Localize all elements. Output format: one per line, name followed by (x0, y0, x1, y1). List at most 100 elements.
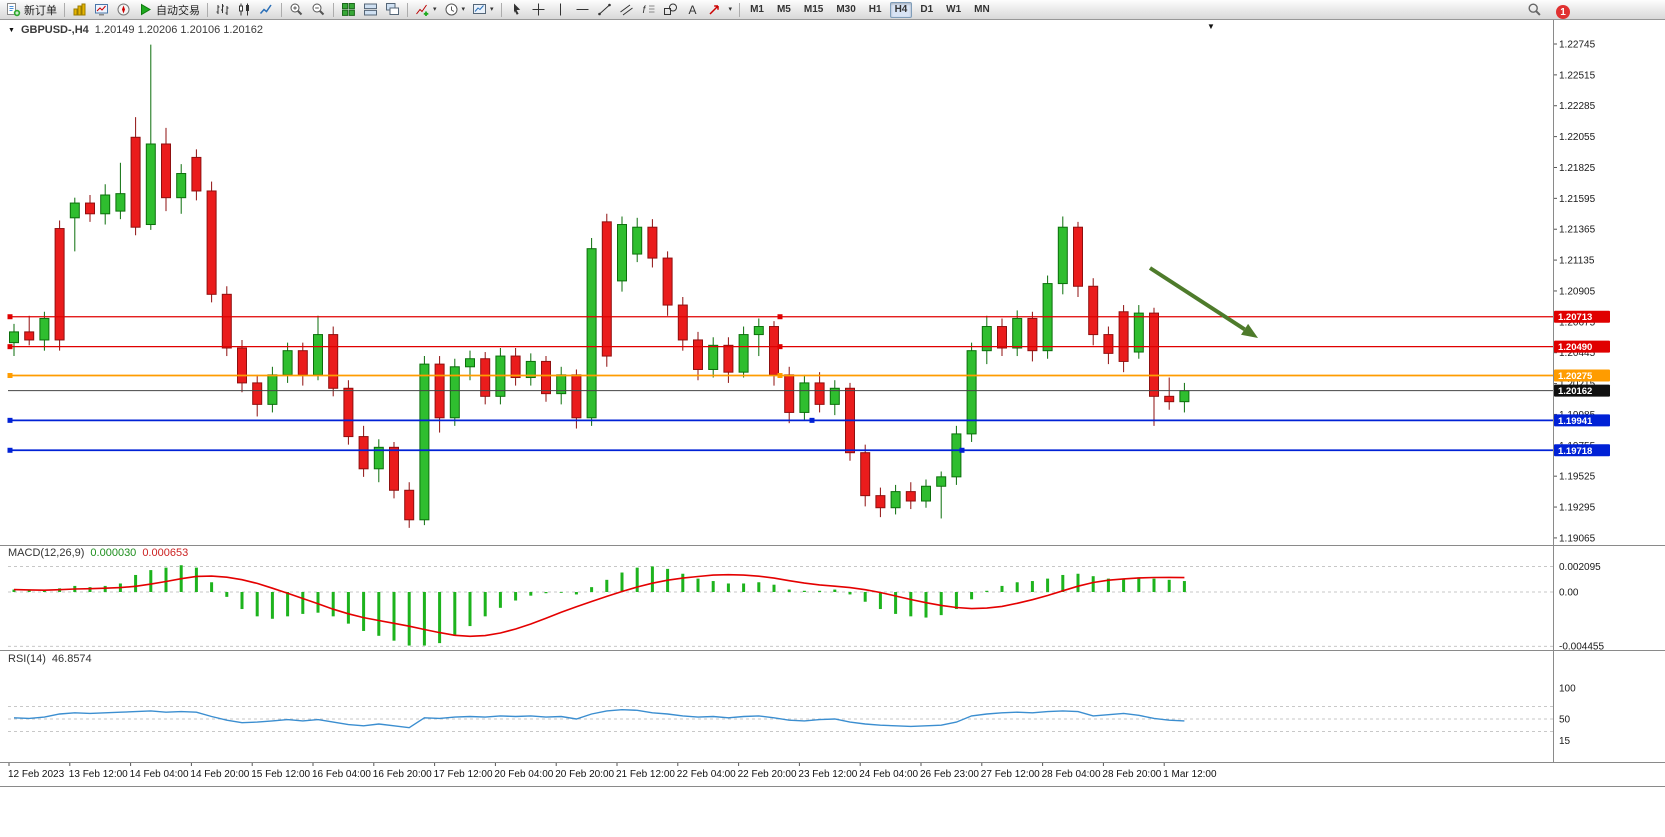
svg-text:12 Feb 2023: 12 Feb 2023 (8, 769, 65, 780)
toolbar-separator (407, 2, 408, 17)
symbol-period: GBPUSD-,H4 (20, 24, 89, 36)
svg-text:22 Feb 20:00: 22 Feb 20:00 (738, 769, 797, 780)
timeframe-m5[interactable]: M5 (772, 2, 796, 18)
svg-text:23 Feb 12:00: 23 Feb 12:00 (798, 769, 857, 780)
candle-chart-button[interactable] (234, 1, 255, 19)
timeframe-m1[interactable]: M1 (745, 2, 769, 18)
svg-text:1.22745: 1.22745 (1559, 40, 1596, 51)
vertical-line-button[interactable] (550, 1, 571, 19)
trendline-button[interactable] (594, 1, 615, 19)
market-watch-icon (94, 2, 109, 17)
arrow-objects-button[interactable] (704, 1, 725, 19)
svg-text:1.20215: 1.20215 (1559, 379, 1596, 390)
level-lines[interactable] (7, 314, 1554, 453)
chart-symbol-info: GBPUSD-,H4 1.20149 1.20206 1.20106 1.201… (8, 24, 263, 36)
line-handle (959, 447, 965, 453)
chevron-down-icon[interactable] (8, 27, 15, 34)
trendline-icon (597, 2, 612, 17)
rsi-panel-title: RSI(14) 46.8574 (8, 653, 92, 665)
new-chart-button[interactable] (69, 1, 90, 19)
tile-icon (341, 2, 356, 17)
shapes-icon (663, 2, 678, 17)
new-order-button[interactable]: 新订单 (3, 1, 60, 19)
svg-text:24 Feb 04:00: 24 Feb 04:00 (859, 769, 918, 780)
svg-text:28 Feb 04:00: 28 Feb 04:00 (1042, 769, 1101, 780)
svg-text:13 Feb 12:00: 13 Feb 12:00 (69, 769, 128, 780)
down-arrow-head (1241, 323, 1258, 338)
channel-button[interactable] (616, 1, 637, 19)
timeframe-h4[interactable]: H4 (889, 1, 913, 18)
svg-text:0.002095: 0.002095 (1559, 562, 1601, 573)
svg-text:1.20275: 1.20275 (1558, 371, 1593, 382)
timeframe-d1[interactable]: D1 (915, 2, 938, 18)
text-icon: A (685, 2, 700, 17)
svg-text:21 Feb 12:00: 21 Feb 12:00 (616, 769, 675, 780)
rsi-value: 46.8574 (51, 653, 92, 665)
channel-icon (619, 2, 634, 17)
timeframe-h1[interactable]: H1 (864, 2, 887, 18)
svg-text:1.20675: 1.20675 (1559, 317, 1596, 328)
line-handle (7, 447, 13, 453)
indicator-icon (415, 2, 430, 17)
timeframe-m30[interactable]: M30 (831, 2, 860, 18)
shapes-button[interactable] (660, 1, 681, 19)
horizontal-line-button[interactable] (572, 1, 593, 19)
zoom-in-icon (289, 2, 304, 17)
svg-text:1.19295: 1.19295 (1559, 503, 1596, 514)
svg-text:1.20490: 1.20490 (1558, 342, 1592, 353)
arrange-windows-button[interactable] (360, 1, 381, 19)
zoom-out-button[interactable] (308, 1, 329, 19)
bar-chart-button[interactable] (212, 1, 233, 19)
svg-text:15 Feb 12:00: 15 Feb 12:00 (251, 769, 310, 780)
svg-text:16 Feb 04:00: 16 Feb 04:00 (312, 769, 371, 780)
line-handle (7, 373, 13, 379)
navigator-button[interactable] (113, 1, 134, 19)
play-icon (138, 2, 153, 17)
crosshair-button[interactable] (528, 1, 549, 19)
templates-button[interactable] (469, 1, 497, 19)
svg-text:28 Feb 20:00: 28 Feb 20:00 (1102, 769, 1161, 780)
svg-text:14 Feb 20:00: 14 Feb 20:00 (190, 769, 249, 780)
timeframe-m15[interactable]: M15 (799, 2, 828, 18)
chart-menu-icon[interactable] (1207, 22, 1215, 31)
rsi-line (13, 708, 1185, 729)
cascade-windows-button[interactable] (382, 1, 403, 19)
timeframe-mn[interactable]: MN (969, 2, 995, 18)
auto-trading-button[interactable]: 自动交易 (135, 1, 203, 19)
trend-arrow[interactable] (1148, 266, 1258, 338)
line-icon (259, 2, 274, 17)
notification-badge[interactable]: 1 (1556, 5, 1570, 19)
line-handle (777, 314, 783, 320)
periods-button[interactable] (441, 1, 469, 19)
search-icon[interactable] (1527, 2, 1542, 22)
cascade-icon (385, 2, 400, 17)
line-chart-button[interactable] (256, 1, 277, 19)
svg-text:1.22285: 1.22285 (1559, 101, 1596, 112)
timeframe-w1[interactable]: W1 (941, 2, 966, 18)
toolbar-separator (333, 2, 334, 17)
down-arrow-shaft (1148, 266, 1246, 331)
svg-text:1.19941: 1.19941 (1558, 416, 1593, 427)
fibonacci-button[interactable]: f (638, 1, 659, 19)
text-button[interactable]: A (682, 1, 703, 19)
macd-panel-title: MACD(12,26,9) 0.000030 0.000653 (8, 547, 188, 559)
line-handle (7, 314, 13, 320)
objects-more-button[interactable] (726, 1, 736, 19)
toolbar-separator (281, 2, 282, 17)
svg-text:1.21595: 1.21595 (1559, 194, 1596, 205)
zoom-in-button[interactable] (286, 1, 307, 19)
macd-signal-value: 0.000653 (142, 547, 189, 559)
svg-text:100: 100 (1559, 684, 1576, 695)
cursor-button[interactable] (506, 1, 527, 19)
line-handle (7, 417, 13, 423)
market-watch-button[interactable] (91, 1, 112, 19)
tile-windows-button[interactable] (338, 1, 359, 19)
time-axis: 12 Feb 2023 13 Feb 12:00 14 Feb 04:00 14 Fe… (8, 762, 1217, 780)
chart-gold-icon (72, 2, 87, 17)
line-handle (809, 417, 815, 423)
indicators-button[interactable] (412, 1, 440, 19)
svg-text:1.20445: 1.20445 (1559, 348, 1596, 359)
line-handle (777, 344, 783, 350)
